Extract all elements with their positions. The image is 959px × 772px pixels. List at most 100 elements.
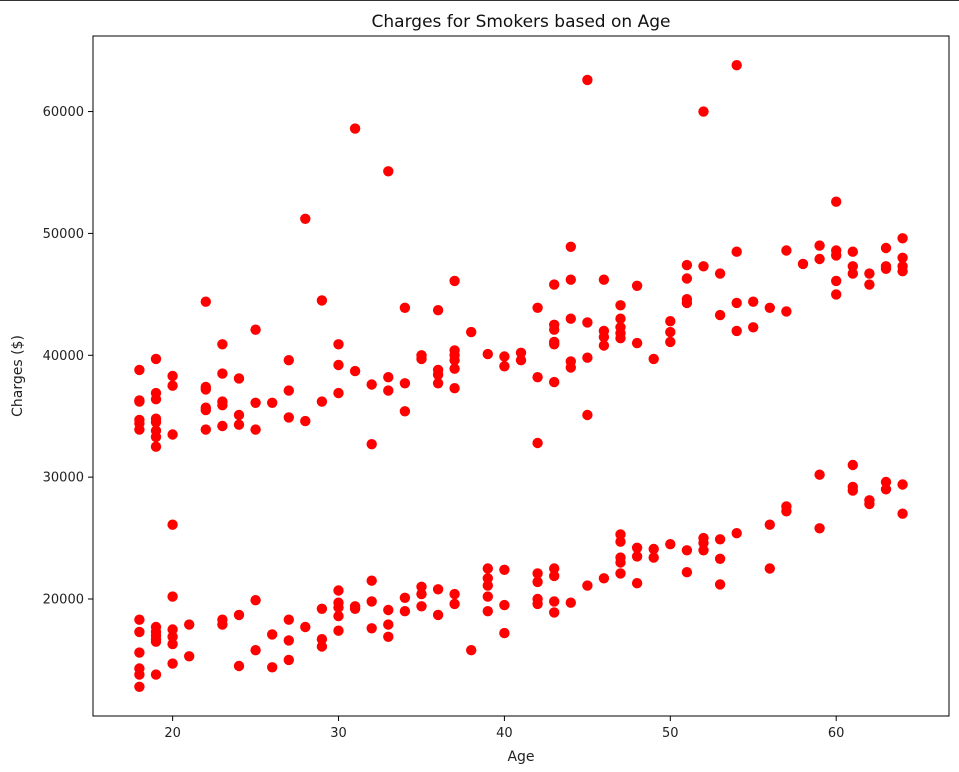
data-point: [549, 570, 560, 582]
data-point: [731, 528, 742, 539]
data-point: [897, 233, 908, 244]
data-point: [167, 591, 178, 602]
data-point: [200, 424, 211, 435]
data-point: [731, 325, 742, 337]
data-point: [598, 340, 610, 351]
data-point: [698, 106, 709, 117]
data-point: [383, 166, 394, 177]
data-point: [250, 424, 261, 435]
data-point: [731, 246, 742, 257]
data-point: [565, 362, 576, 373]
data-point: [648, 552, 659, 563]
data-point: [698, 545, 709, 556]
data-point: [831, 289, 842, 300]
data-point: [150, 636, 162, 647]
data-point: [449, 383, 460, 394]
chart-title: Charges for Smokers based on Age: [372, 12, 671, 32]
data-point: [880, 476, 892, 488]
x-axis: 20 30 40 50 60: [164, 716, 844, 741]
y-tick-label: 40000: [43, 349, 84, 364]
data-point: [631, 280, 643, 291]
data-point: [150, 353, 162, 365]
data-point: [416, 581, 427, 592]
data-point: [399, 606, 411, 617]
y-tick-label: 60000: [43, 105, 84, 120]
data-point: [383, 385, 394, 396]
data-point: [283, 412, 294, 423]
data-point: [466, 645, 477, 656]
data-point: [267, 629, 278, 640]
data-point: [797, 258, 809, 270]
y-tick-label: 30000: [43, 471, 84, 486]
data-point: [333, 602, 344, 613]
data-point: [167, 638, 178, 650]
data-point: [714, 309, 726, 321]
data-point: [482, 563, 493, 574]
data-point: [532, 568, 543, 579]
data-point: [217, 339, 228, 350]
data-point: [134, 614, 145, 625]
data-point: [714, 553, 726, 564]
data-point: [250, 397, 261, 408]
data-point: [200, 384, 211, 395]
data-point: [416, 601, 427, 612]
data-point: [482, 591, 493, 602]
data-point: [333, 625, 344, 636]
data-point: [217, 420, 228, 432]
data-point: [615, 536, 626, 547]
data-point: [233, 419, 245, 430]
data-point: [565, 597, 576, 608]
data-point: [200, 404, 211, 416]
data-point: [366, 596, 377, 607]
data-point: [482, 348, 493, 360]
data-point: [150, 431, 162, 443]
data-point: [233, 409, 245, 421]
data-point: [366, 379, 377, 390]
data-point: [532, 598, 543, 610]
data-point: [549, 279, 560, 290]
data-point: [333, 610, 344, 622]
data-point: [781, 245, 792, 256]
data-point: [880, 484, 892, 495]
data-point: [283, 654, 294, 666]
data-point: [167, 380, 178, 391]
data-point: [134, 396, 145, 407]
y-axis-label: Charges ($): [10, 335, 26, 417]
y-axis: 20000 30000 40000 50000 60000: [43, 105, 93, 608]
data-point: [432, 369, 444, 380]
data-point: [233, 373, 245, 384]
data-point: [565, 313, 576, 324]
data-point: [681, 567, 693, 578]
data-point: [432, 584, 444, 595]
data-point: [764, 563, 775, 574]
data-point: [615, 333, 626, 344]
data-point: [847, 261, 858, 272]
data-point: [449, 363, 460, 374]
data-point: [316, 295, 328, 306]
data-point: [316, 603, 328, 614]
data-point: [134, 647, 145, 658]
data-point: [615, 313, 626, 324]
data-point: [515, 355, 527, 366]
data-point: [399, 378, 411, 389]
data-point: [399, 302, 411, 313]
data-point: [665, 316, 676, 327]
window-top-border: [0, 0, 959, 1]
data-point: [383, 604, 394, 616]
data-point: [814, 469, 825, 480]
data-point: [399, 592, 411, 603]
data-point: [532, 372, 543, 383]
data-point: [549, 596, 560, 607]
data-point: [598, 331, 610, 343]
data-point: [665, 539, 676, 550]
data-point: [399, 406, 411, 417]
data-point: [499, 564, 510, 575]
data-point: [300, 415, 311, 427]
data-point: [549, 376, 560, 388]
data-point: [714, 579, 726, 590]
data-point: [731, 297, 742, 309]
data-point: [283, 355, 294, 366]
data-point: [831, 250, 842, 261]
data-point: [582, 317, 593, 328]
data-point: [233, 609, 245, 621]
